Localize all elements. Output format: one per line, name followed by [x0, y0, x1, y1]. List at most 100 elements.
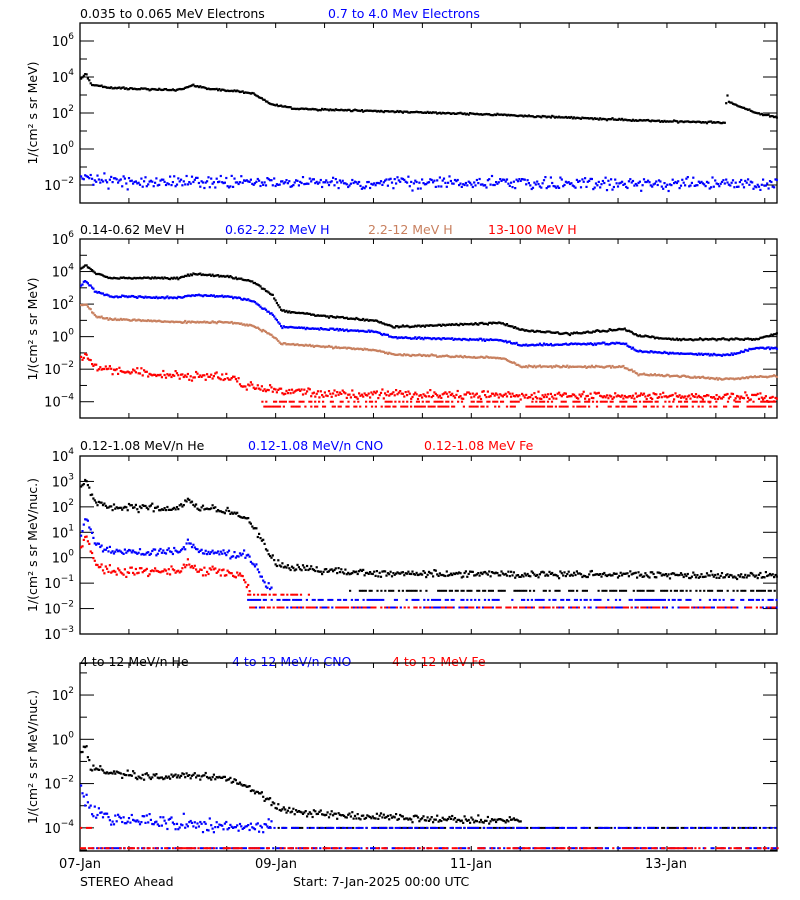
data-point	[249, 324, 252, 327]
data-point	[227, 295, 231, 298]
data-point	[466, 338, 469, 341]
floor-point	[278, 598, 281, 601]
data-point	[401, 354, 404, 357]
data-point	[356, 182, 359, 185]
data-point	[693, 573, 696, 576]
data-point	[379, 109, 383, 112]
floor-point	[578, 405, 581, 408]
data-point	[88, 486, 91, 489]
data-point	[345, 183, 348, 186]
data-point	[503, 323, 506, 326]
floor-point	[678, 400, 681, 403]
data-point	[233, 277, 236, 280]
data-point	[396, 571, 399, 574]
data-point	[373, 330, 376, 334]
data-point	[284, 392, 287, 395]
data-point	[282, 566, 285, 569]
data-point	[325, 315, 328, 318]
data-point	[729, 101, 732, 104]
data-point	[107, 276, 110, 280]
data-point	[668, 337, 672, 340]
data-point	[212, 275, 215, 278]
data-point	[204, 378, 207, 381]
data-point	[433, 337, 436, 340]
data-point	[723, 393, 726, 396]
data-point	[236, 297, 239, 300]
data-point	[238, 383, 242, 386]
data-point	[512, 394, 515, 398]
data-point	[627, 119, 630, 122]
data-point	[588, 365, 591, 368]
data-point	[664, 573, 667, 576]
data-point	[511, 574, 514, 577]
data-point	[631, 332, 635, 335]
data-point	[478, 113, 481, 116]
data-point	[401, 111, 404, 114]
data-point	[266, 586, 269, 589]
data-point	[537, 330, 540, 333]
data-point	[718, 185, 721, 188]
data-point	[421, 324, 424, 327]
floor-point	[736, 400, 739, 403]
legend-h-2: 0.62-2.22 MeV H	[225, 222, 330, 237]
data-point	[381, 322, 384, 325]
floor-point	[569, 606, 573, 609]
data-point	[159, 88, 162, 91]
data-point	[586, 117, 589, 120]
data-point	[270, 293, 273, 296]
data-point	[101, 769, 105, 772]
data-point	[192, 566, 195, 570]
data-point	[608, 343, 611, 346]
data-point	[92, 497, 95, 500]
data-point	[288, 388, 291, 392]
data-point	[510, 113, 513, 117]
data-point	[201, 273, 205, 276]
data-point	[705, 122, 709, 125]
data-point	[144, 504, 147, 508]
data-point	[411, 570, 414, 573]
data-point	[300, 311, 303, 315]
data-point	[563, 392, 566, 395]
data-point	[423, 394, 426, 397]
data-point	[718, 576, 721, 579]
data-point	[91, 551, 94, 555]
data-point	[133, 506, 136, 509]
legend-cno-high: 4 to 12 MeV/n CNO	[232, 654, 352, 669]
data-point	[659, 337, 662, 340]
data-point	[432, 181, 435, 184]
floor-point	[585, 589, 588, 592]
data-point	[579, 365, 583, 368]
floor-point	[288, 400, 291, 403]
data-point	[156, 184, 159, 187]
data-point	[429, 571, 432, 575]
data-point	[478, 177, 481, 181]
data-point	[566, 343, 569, 346]
data-point	[455, 393, 458, 396]
floor-point	[368, 589, 371, 592]
data-point	[396, 337, 399, 340]
data-point	[243, 278, 246, 282]
data-point	[716, 573, 719, 576]
data-point	[215, 177, 218, 180]
data-point	[707, 120, 710, 123]
data-point	[234, 181, 237, 184]
data-point	[697, 576, 700, 579]
data-point	[184, 374, 187, 377]
data-point	[91, 531, 94, 534]
data-point	[403, 178, 406, 181]
data-point	[525, 343, 528, 346]
data-point	[95, 563, 98, 566]
floor-point	[656, 598, 659, 601]
data-point	[269, 588, 272, 591]
series-0-62-2-22-mev-h	[80, 280, 778, 357]
data-point	[625, 118, 628, 121]
data-point	[163, 551, 166, 554]
data-point	[189, 295, 192, 298]
data-point	[316, 109, 320, 112]
data-point	[581, 332, 584, 335]
data-point	[154, 319, 157, 322]
data-point	[499, 339, 502, 342]
data-point	[351, 110, 354, 113]
data-point	[477, 356, 480, 359]
data-point	[351, 329, 354, 332]
